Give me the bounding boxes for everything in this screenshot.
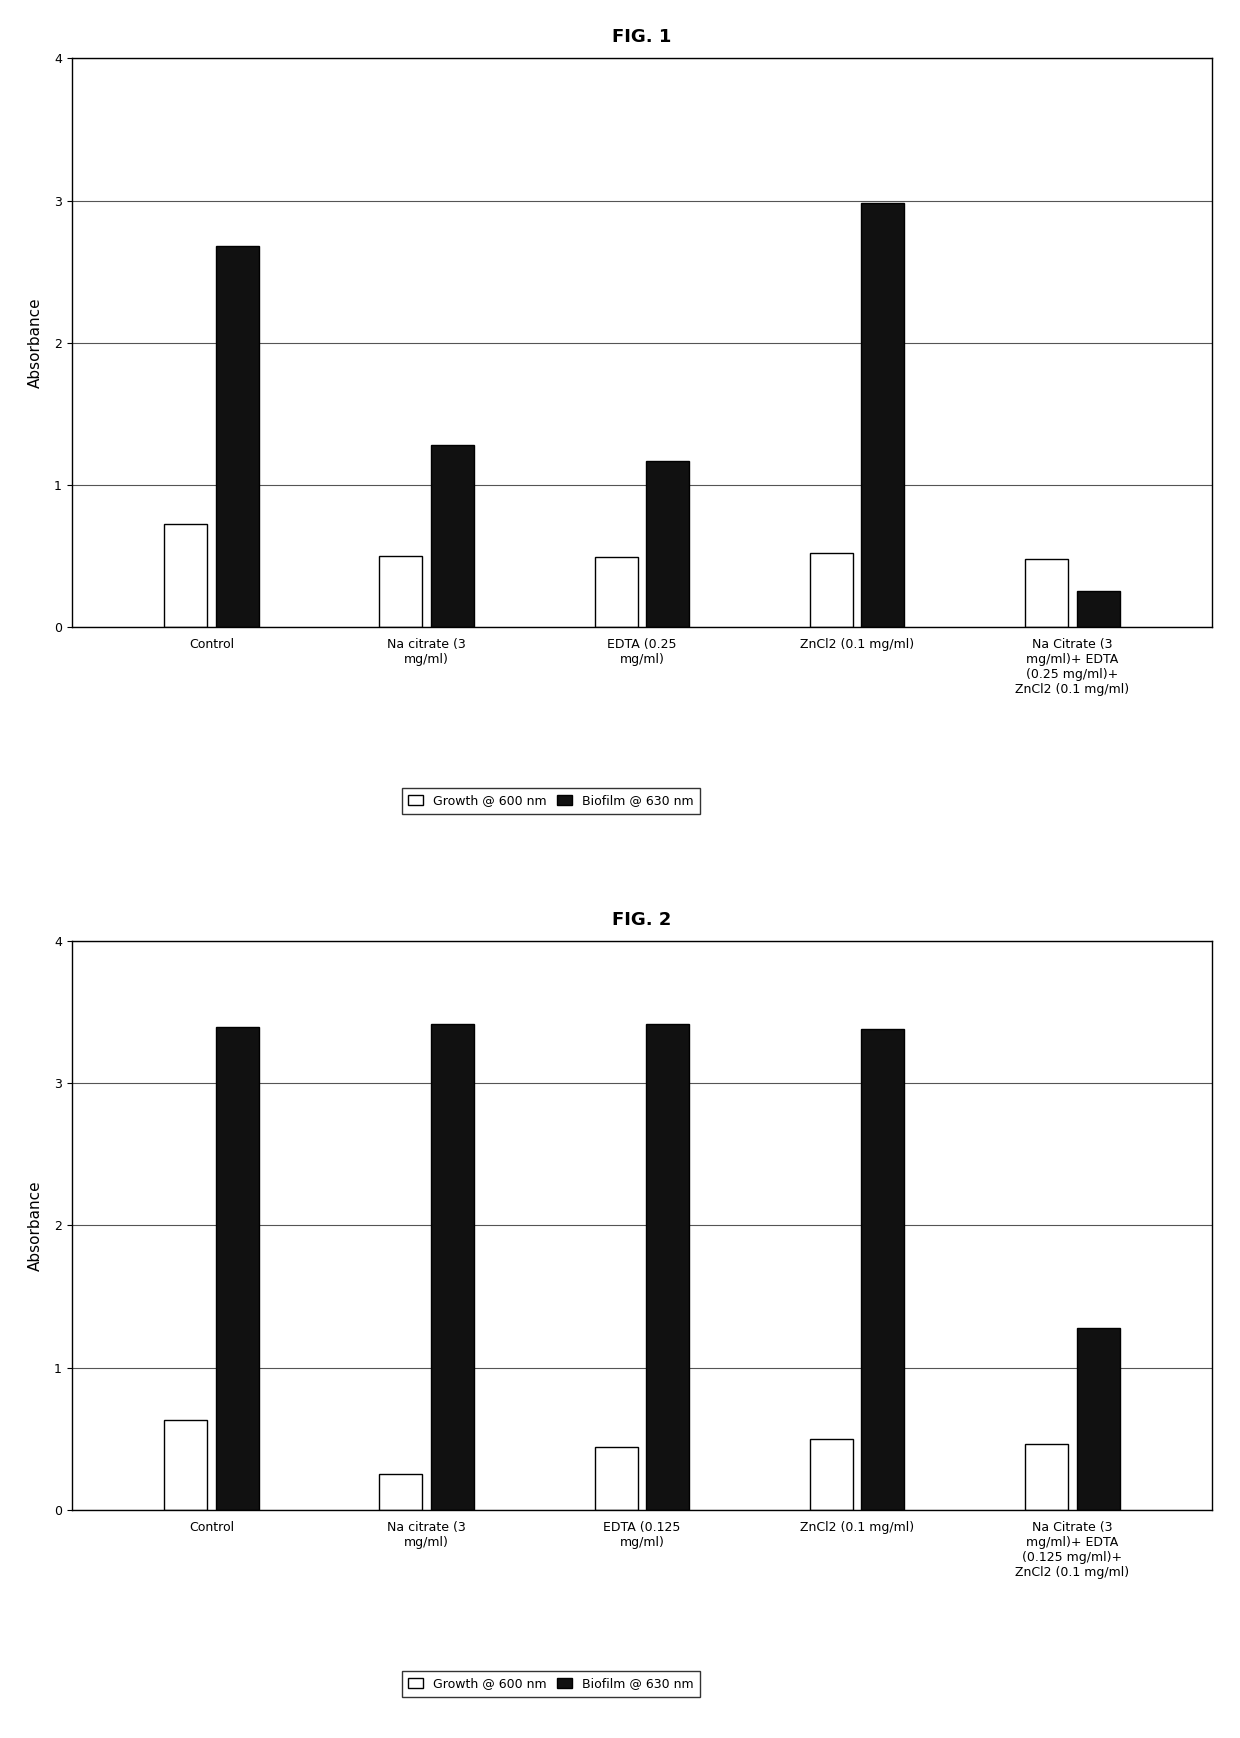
Bar	[1025, 558, 1068, 627]
Title: FIG. 2: FIG. 2	[613, 911, 672, 928]
Bar	[216, 247, 259, 627]
Y-axis label: Absorbance: Absorbance	[27, 1180, 42, 1270]
Bar	[594, 1448, 637, 1510]
Bar	[432, 445, 474, 627]
Bar	[1025, 1444, 1068, 1510]
Bar	[1076, 591, 1120, 627]
Bar	[646, 1024, 689, 1510]
Bar	[810, 1439, 853, 1510]
Legend: Growth @ 600 nm, Biofilm @ 630 nm: Growth @ 600 nm, Biofilm @ 630 nm	[402, 789, 699, 813]
Bar	[1076, 1328, 1120, 1510]
Bar	[432, 1024, 474, 1510]
Legend: Growth @ 600 nm, Biofilm @ 630 nm: Growth @ 600 nm, Biofilm @ 630 nm	[402, 1672, 699, 1696]
Title: FIG. 1: FIG. 1	[613, 28, 672, 45]
Bar	[164, 525, 207, 627]
Bar	[862, 203, 904, 627]
Bar	[646, 461, 689, 627]
Bar	[164, 1420, 207, 1510]
Bar	[379, 1474, 423, 1510]
Bar	[379, 556, 423, 627]
Bar	[862, 1029, 904, 1510]
Y-axis label: Absorbance: Absorbance	[27, 297, 42, 388]
Bar	[594, 558, 637, 627]
Bar	[216, 1027, 259, 1510]
Bar	[810, 553, 853, 627]
